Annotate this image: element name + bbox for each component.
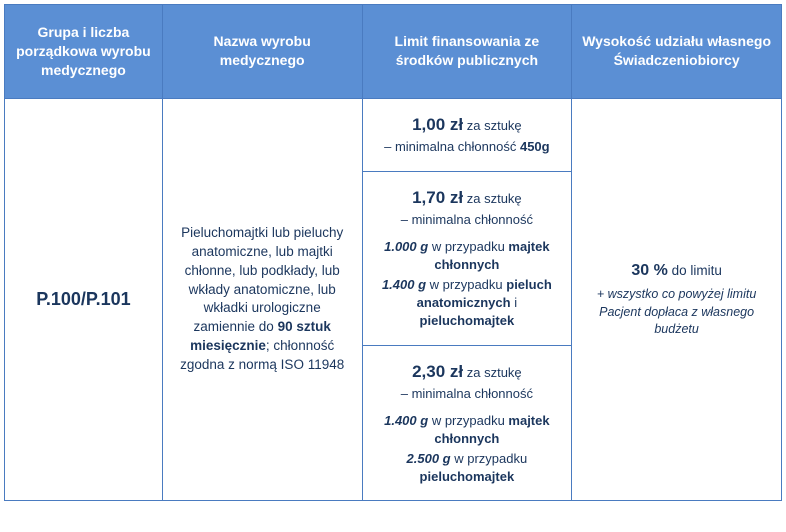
cell-copay: 30 % do limitu + wszystko co powyżej lim…: [572, 98, 782, 501]
tier-2: 1,70 zł za sztukę – minimalna chłonność …: [363, 172, 572, 346]
product-description: Pieluchomajtki lub pieluchy anatomiczne,…: [171, 224, 354, 375]
tier-3-d1-amount: 2.500 g: [407, 451, 451, 466]
cell-group-code: P.100/P.101: [5, 98, 163, 501]
tier-2-d1-product-b: pieluchomajtek: [420, 313, 515, 328]
tier-3-d1-text: w przypadku: [451, 451, 528, 466]
tier-2-price: 1,70 zł: [412, 188, 463, 207]
copay-percent: 30 %: [631, 262, 667, 279]
tier-2-min-label: – minimalna chłonność: [373, 211, 562, 229]
tier-1: 1,00 zł za sztukę – minimalna chłonność …: [363, 99, 572, 172]
tier-3: 2,30 zł za sztukę – minimalna chłonność …: [363, 346, 572, 501]
tier-3-min-label: – minimalna chłonność: [373, 385, 562, 403]
copay-addendum: + wszystko co powyżej limitu Pacjent dop…: [580, 286, 773, 339]
tier-2-d0-amount: 1.000 g: [384, 239, 428, 254]
tier-1-min-label: – minimalna chłonność: [384, 139, 520, 154]
tier-3-d0-amount: 1.400 g: [384, 413, 428, 428]
header-limit: Limit finansowania ze środków publicznyc…: [362, 5, 572, 99]
header-product: Nazwa wyrobu medycznego: [162, 5, 362, 99]
tier-2-d0-text: w przypadku: [428, 239, 508, 254]
tier-2-d1-conj: i: [511, 295, 518, 310]
tier-3-price: 2,30 zł: [412, 362, 463, 381]
tier-2-d1-text: w przypadku: [426, 277, 506, 292]
product-name-pre: Pieluchomajtki lub pieluchy anatomiczne,…: [181, 225, 343, 334]
header-row: Grupa i liczba porządkowa wyrobu medyczn…: [5, 5, 782, 99]
tier-list: 1,00 zł za sztukę – minimalna chłonność …: [363, 99, 572, 501]
group-code: P.100/P.101: [36, 289, 130, 309]
financing-table: Grupa i liczba porządkowa wyrobu medyczn…: [4, 4, 782, 501]
copay-percent-suffix: do limitu: [668, 263, 722, 278]
cell-limits: 1,00 zł za sztukę – minimalna chłonność …: [362, 98, 572, 501]
cell-product-name: Pieluchomajtki lub pieluchy anatomiczne,…: [162, 98, 362, 501]
tier-3-d1-product: pieluchomajtek: [420, 469, 515, 484]
tier-2-unit: za sztukę: [463, 191, 522, 206]
header-group: Grupa i liczba porządkowa wyrobu medyczn…: [5, 5, 163, 99]
data-row: P.100/P.101 Pieluchomajtki lub pieluchy …: [5, 98, 782, 501]
tier-1-unit: za sztukę: [463, 118, 522, 133]
header-copay: Wysokość udziału własnego Świadczeniobio…: [572, 5, 782, 99]
tier-3-d0-text: w przypadku: [428, 413, 508, 428]
tier-3-unit: za sztukę: [463, 365, 522, 380]
tier-2-d1-amount: 1.400 g: [382, 277, 426, 292]
tier-1-min-value: 450g: [520, 139, 550, 154]
tier-1-price: 1,00 zł: [412, 115, 463, 134]
